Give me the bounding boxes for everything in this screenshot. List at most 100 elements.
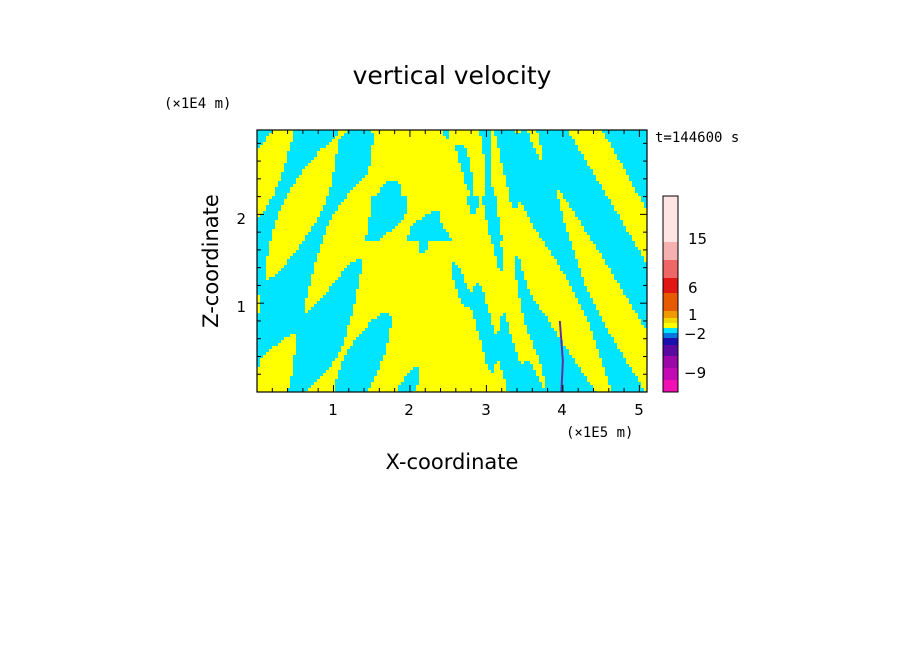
updraft-cell	[257, 307, 260, 310]
updraft-cell	[557, 190, 560, 193]
updraft-cell	[389, 334, 479, 337]
updraft-cell	[620, 214, 647, 217]
updraft-cell	[401, 184, 467, 187]
x-scale-label: (×1E5 m)	[566, 425, 633, 441]
updraft-cell	[323, 241, 419, 244]
axis-ticks	[256, 130, 647, 393]
updraft-cell	[638, 379, 647, 382]
updraft-cell	[533, 298, 578, 301]
updraft-cell	[326, 370, 338, 373]
updraft-cell	[317, 256, 497, 259]
updraft-cell	[257, 205, 266, 208]
updraft-cell	[518, 202, 521, 205]
updraft-cell	[257, 190, 275, 193]
updraft-cell	[587, 289, 623, 292]
updraft-cell	[326, 226, 368, 229]
updraft-cell	[284, 337, 296, 340]
updraft-cell	[347, 325, 368, 328]
updraft-cell	[302, 169, 335, 172]
updraft-cell	[311, 385, 335, 388]
updraft-cell	[593, 298, 629, 301]
updraft-cell	[275, 223, 314, 226]
updraft-cell	[539, 376, 545, 379]
updraft-cell	[314, 271, 341, 274]
updraft-cell	[458, 265, 497, 268]
updraft-cell	[257, 379, 290, 382]
updraft-cell	[527, 130, 536, 133]
updraft-cell	[416, 385, 506, 388]
updraft-cell	[614, 205, 644, 208]
updraft-cell	[503, 253, 551, 256]
updraft-cell	[329, 223, 368, 226]
updraft-cell	[335, 358, 344, 361]
updraft-cell	[623, 355, 647, 358]
x-tick-label: 1	[328, 401, 338, 419]
updraft-cell	[380, 367, 413, 370]
updraft-cell	[452, 238, 491, 241]
updraft-cell	[338, 133, 344, 136]
chart-title: vertical velocity	[353, 61, 552, 90]
updraft-cell	[575, 361, 602, 364]
updraft-cell	[491, 160, 500, 163]
updraft-cell	[299, 175, 332, 178]
updraft-cell	[473, 184, 485, 187]
updraft-cell	[488, 310, 521, 313]
updraft-cell	[479, 283, 518, 286]
updraft-cell	[329, 220, 368, 223]
updraft-cell	[425, 250, 494, 253]
updraft-cell	[626, 229, 647, 232]
updraft-cell	[605, 322, 641, 325]
updraft-cell	[386, 352, 485, 355]
updraft-cell	[329, 367, 341, 370]
updraft-cell	[587, 379, 608, 382]
updraft-cell	[371, 148, 455, 151]
updraft-cell	[542, 382, 545, 385]
updraft-cell	[599, 181, 632, 184]
updraft-cell	[263, 355, 293, 358]
updraft-cell	[527, 283, 569, 286]
updraft-cell	[506, 316, 524, 319]
updraft-cell	[338, 352, 347, 355]
updraft-cell	[383, 358, 485, 361]
updraft-cell	[440, 214, 485, 217]
updraft-cell	[296, 178, 332, 181]
updraft-cell	[380, 238, 407, 241]
updraft-cell	[260, 145, 290, 148]
updraft-cell	[503, 268, 515, 271]
updraft-cell	[590, 295, 626, 298]
updraft-cell	[269, 133, 293, 136]
updraft-cell	[584, 154, 617, 157]
updraft-cell	[305, 298, 320, 301]
updraft-cell	[635, 373, 647, 376]
updraft-cell	[440, 211, 470, 214]
updraft-cell	[602, 319, 641, 322]
updraft-cell	[641, 382, 647, 385]
updraft-cell	[602, 187, 635, 190]
updraft-cell	[308, 292, 326, 295]
updraft-cell	[293, 184, 332, 187]
updraft-cell	[461, 271, 515, 274]
updraft-cell	[308, 388, 335, 391]
updraft-cell	[500, 223, 533, 226]
updraft-cell	[368, 172, 464, 175]
updraft-cell	[257, 301, 260, 304]
updraft-cell	[563, 343, 596, 346]
updraft-cell	[638, 376, 647, 379]
updraft-cell	[551, 322, 590, 325]
updraft-cell	[371, 145, 455, 148]
updraft-cell	[464, 280, 518, 283]
updraft-cell	[632, 235, 647, 238]
updraft-cell	[281, 208, 323, 211]
updraft-cell	[344, 337, 356, 340]
updraft-cell	[494, 367, 500, 370]
updraft-cell	[374, 379, 404, 382]
updraft-cell	[371, 385, 398, 388]
updraft-cell	[569, 349, 599, 352]
updraft-cell	[599, 310, 635, 313]
updraft-cell	[491, 139, 497, 142]
updraft-cell	[494, 193, 509, 196]
updraft-cell	[518, 256, 554, 259]
updraft-cell	[428, 244, 494, 247]
updraft-cell	[584, 373, 605, 376]
updraft-cell	[542, 310, 584, 313]
